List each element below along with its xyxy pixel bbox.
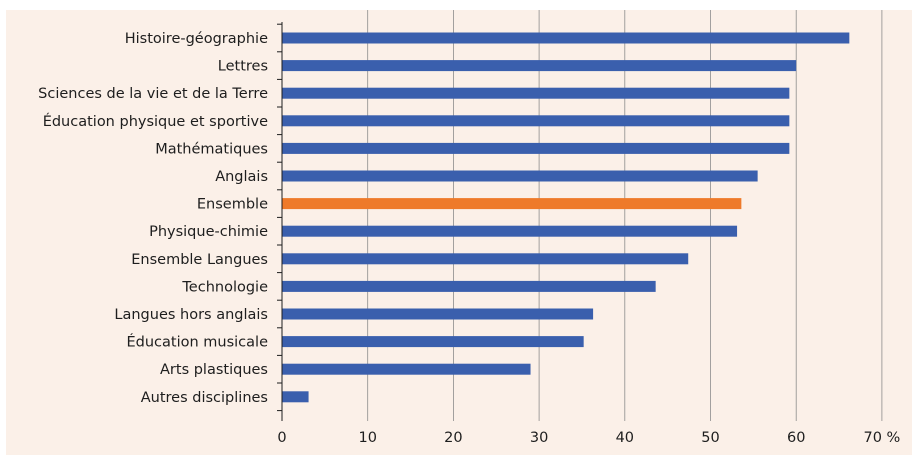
category-label: Sciences de la vie et de la Terre <box>38 86 268 102</box>
category-labels: Histoire-géographie Lettres Sciences de la… <box>38 31 268 406</box>
category-label: Ensemble Langues <box>131 252 268 268</box>
category-label: Éducation musicale <box>126 334 268 351</box>
bar <box>282 308 594 320</box>
grid-lines <box>367 10 883 421</box>
x-tick-label: 30 <box>530 430 548 446</box>
x-tick-label: 70 % <box>863 430 900 446</box>
bar <box>282 115 790 127</box>
category-label: Éducation physique et sportive <box>43 113 268 130</box>
bar <box>282 391 309 403</box>
bar <box>282 253 689 265</box>
category-label: Physique-chimie <box>149 224 268 240</box>
category-label: Langues hors anglais <box>114 307 268 323</box>
category-label: Lettres <box>218 59 268 75</box>
x-tick-label: 20 <box>444 430 462 446</box>
x-tick-label: 60 <box>787 430 805 446</box>
bar-chart: Histoire-géographie Lettres Sciences de la… <box>38 10 900 446</box>
bar <box>282 363 531 375</box>
bar <box>282 225 738 237</box>
bar <box>282 336 584 348</box>
bars <box>282 32 850 403</box>
x-tick-label: 40 <box>616 430 634 446</box>
category-label: Anglais <box>215 169 268 185</box>
bar <box>282 142 790 154</box>
x-tick-label: 10 <box>358 430 376 446</box>
chart-panel: Histoire-géographie Lettres Sciences de la… <box>6 10 912 455</box>
x-tick-labels: 0 10 20 30 40 50 60 70 % <box>277 430 900 446</box>
x-tick-label: 0 <box>277 430 286 446</box>
category-label: Technologie <box>181 279 268 295</box>
bar <box>282 87 790 99</box>
category-label: Ensemble <box>197 197 268 213</box>
bar-highlight <box>282 198 742 210</box>
category-label: Autres disciplines <box>141 390 268 406</box>
category-label: Mathématiques <box>155 141 268 157</box>
bar <box>282 60 797 72</box>
bar <box>282 32 850 44</box>
x-tick-label: 50 <box>701 430 719 446</box>
category-label: Arts plastiques <box>160 362 268 378</box>
category-label: Histoire-géographie <box>125 31 268 47</box>
y-axis <box>277 22 283 421</box>
bar <box>282 280 656 292</box>
bar <box>282 170 758 182</box>
